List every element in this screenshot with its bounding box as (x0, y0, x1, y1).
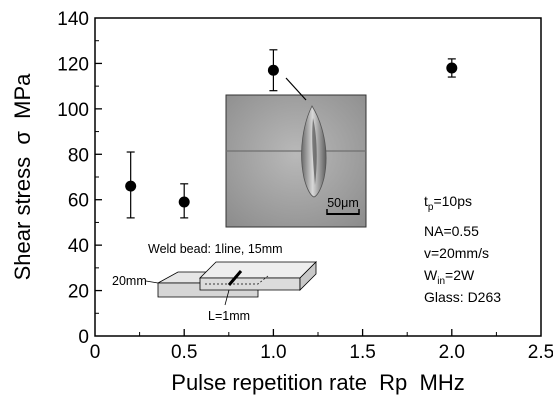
y-tick-label: 60 (68, 191, 89, 212)
microscope-image (225, 94, 367, 228)
overlap-outline (205, 275, 269, 285)
x-tick-label: 2.0 (439, 342, 465, 363)
length-label: L=1mm (208, 309, 250, 323)
y-axis-title: Shear stress σ MPa (10, 73, 35, 281)
x-tick-label: 0 (90, 342, 101, 363)
scale-bar-label: 50μm (327, 196, 359, 210)
data-point (446, 62, 458, 74)
y-tick-label: 100 (57, 100, 89, 121)
weld-bead-label: Weld bead: 1line, 15mm (148, 242, 283, 256)
length-pointer (224, 289, 230, 306)
condition-speed: v=20mm/s (424, 245, 489, 261)
x-tick-label: 2.5 (528, 342, 553, 363)
condition-power-value: =2W (445, 267, 475, 283)
sample-diagram: Weld bead: 1line, 15mm 20mm L=1mm (112, 242, 317, 323)
y-tick-label: 140 (57, 9, 89, 30)
y-tick-label: 20 (68, 282, 89, 303)
data-point (267, 64, 279, 76)
inset-pointer-line (285, 77, 307, 101)
top-plate-top (199, 261, 317, 279)
width-label: 20mm (112, 274, 147, 288)
y-tick-label: 120 (57, 54, 89, 75)
y-tick-label: 0 (78, 327, 89, 348)
x-tick-label: 0.5 (171, 342, 197, 363)
x-tick-label: 1.0 (260, 342, 286, 363)
data-series (125, 49, 458, 219)
y-tick-label: 80 (68, 145, 89, 166)
width-dimension (145, 280, 159, 284)
condition-pulse-width-main: t (424, 193, 428, 209)
microscope-inset: 50μm (225, 94, 367, 228)
condition-na: NA=0.55 (424, 223, 479, 239)
condition-power-main: W (424, 267, 438, 283)
weld-core (312, 118, 317, 185)
condition-glass: Glass: D263 (424, 289, 501, 305)
condition-pulse-width: tp=10ps (424, 193, 472, 213)
condition-power-sub: in (437, 276, 445, 287)
condition-pulse-width-sub: p (428, 202, 434, 213)
y-axis-ticks: 0 20 40 60 80 100 120 140 (57, 9, 102, 348)
y-tick-label: 40 (68, 236, 89, 257)
condition-power: Win=2W (424, 267, 475, 287)
data-point (178, 196, 190, 208)
weld-bead (227, 270, 243, 286)
conditions-block: tp=10ps NA=0.55 v=20mm/s Win=2W Glass: D… (424, 193, 501, 305)
x-axis-ticks: 0 0.5 1.0 1.5 2.0 2.5 (90, 329, 553, 363)
x-tick-label: 1.5 (349, 342, 375, 363)
condition-pulse-width-value: =10ps (433, 193, 472, 209)
x-axis-title: Pulse repetition rate Rp MHz (171, 370, 464, 395)
data-point (125, 180, 137, 192)
top-plate-side (299, 261, 317, 291)
